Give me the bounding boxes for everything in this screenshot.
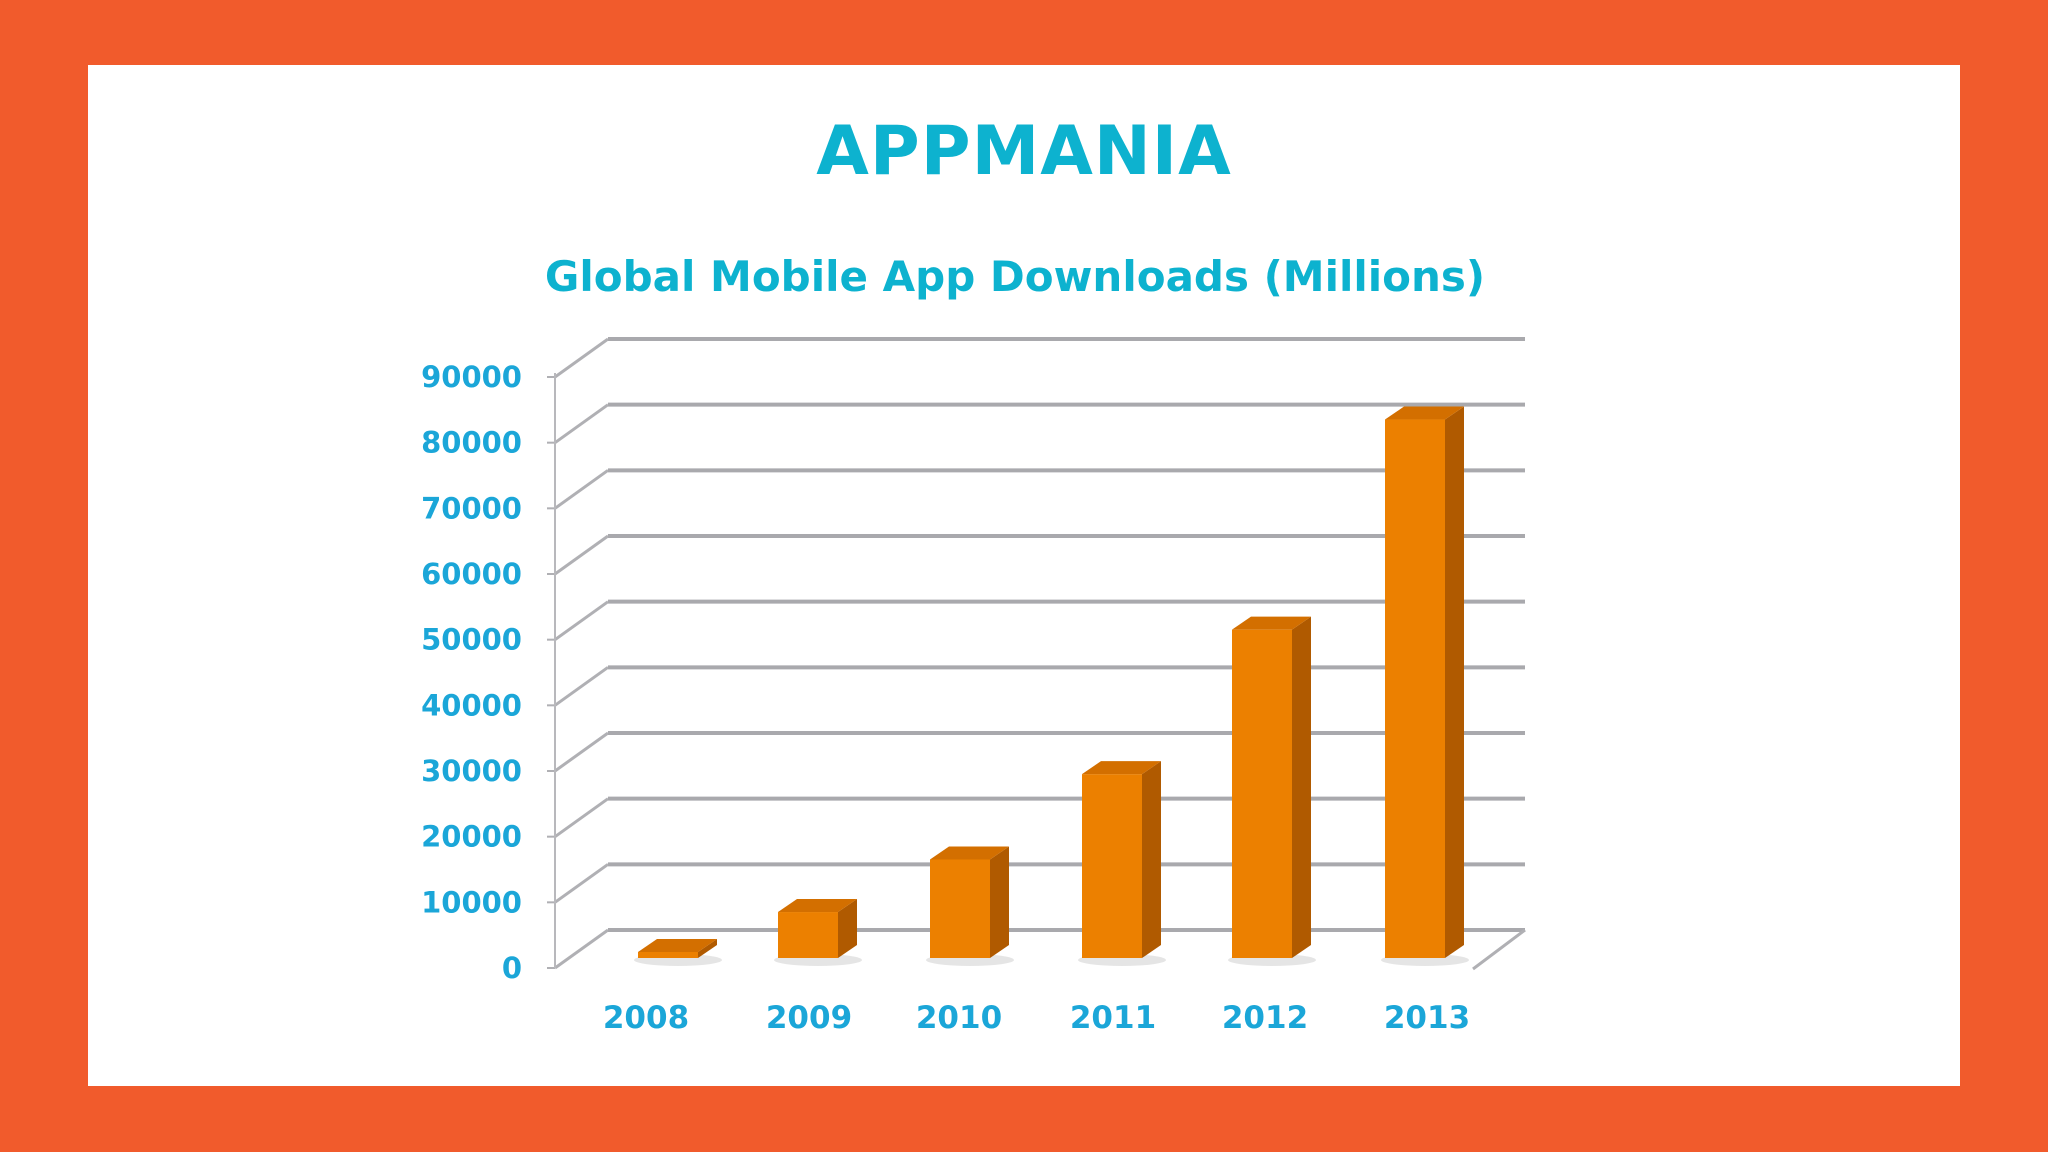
y-tick-label: 70000 xyxy=(421,491,522,525)
y-tick-label: 0 xyxy=(502,951,522,985)
x-tick-label: 2010 xyxy=(916,1000,1002,1036)
y-tick-label: 90000 xyxy=(421,360,522,394)
bar-2011 xyxy=(1082,774,1142,958)
chart-title: Global Mobile App Downloads (Millions) xyxy=(544,252,1486,301)
bar-top-2013 xyxy=(1385,406,1464,420)
bar-side-2009 xyxy=(838,899,857,958)
bars xyxy=(634,406,1469,966)
bar-top-2011 xyxy=(1082,761,1161,775)
y-tick-labels: 0 10000 20000 30000 40000 50000 60000 70000 8000… xyxy=(421,360,522,985)
x-tick-label: 2008 xyxy=(603,1000,689,1036)
y-tick-label: 60000 xyxy=(421,557,522,591)
gridline-depth xyxy=(554,928,609,970)
bar-side-2013 xyxy=(1445,406,1464,958)
gridlines xyxy=(547,337,1526,971)
bar-side-2008 xyxy=(698,939,717,958)
x-tick-label: 2011 xyxy=(1070,1000,1156,1036)
bar-2008 xyxy=(638,952,698,958)
bar-top-2008 xyxy=(638,939,717,952)
y-tick-label: 40000 xyxy=(421,688,522,722)
bar-2012 xyxy=(1232,629,1292,958)
floor-edge xyxy=(1472,928,1526,971)
gridline-depth xyxy=(554,666,609,707)
y-tick-label: 50000 xyxy=(421,623,522,657)
gridline-depth xyxy=(554,403,609,444)
gridline-depth xyxy=(554,797,609,838)
bar-side-2010 xyxy=(990,846,1009,958)
gridline-depth xyxy=(554,731,609,773)
gridline-depth xyxy=(554,863,609,904)
y-tick-label: 80000 xyxy=(421,426,522,460)
bar-side-2012 xyxy=(1292,616,1311,958)
bar-2010 xyxy=(930,859,990,958)
y-tick-label: 10000 xyxy=(421,885,522,919)
y-tick-label: 30000 xyxy=(421,754,522,788)
bar-2009 xyxy=(778,912,838,958)
bar-top-2010 xyxy=(930,846,1009,860)
bar-2013 xyxy=(1385,419,1445,958)
bar-top-2012 xyxy=(1232,616,1311,630)
white-panel xyxy=(88,65,1960,1086)
bar-side-2011 xyxy=(1142,761,1161,958)
x-tick-label: 2013 xyxy=(1384,1000,1470,1036)
bar-top-2009 xyxy=(778,899,857,913)
x-tick-label: 2009 xyxy=(766,1000,852,1036)
page-title: APPMANIA xyxy=(816,112,1232,191)
gridline-depth xyxy=(554,600,609,641)
y-tick-label: 20000 xyxy=(421,820,522,854)
x-tick-label: 2012 xyxy=(1222,1000,1308,1036)
x-tick-labels: 2008 2009 2010 2011 2012 2013 xyxy=(603,1000,1470,1036)
gridline-depth xyxy=(554,337,609,379)
gridline-depth xyxy=(554,469,609,510)
gridline-depth xyxy=(554,534,609,576)
